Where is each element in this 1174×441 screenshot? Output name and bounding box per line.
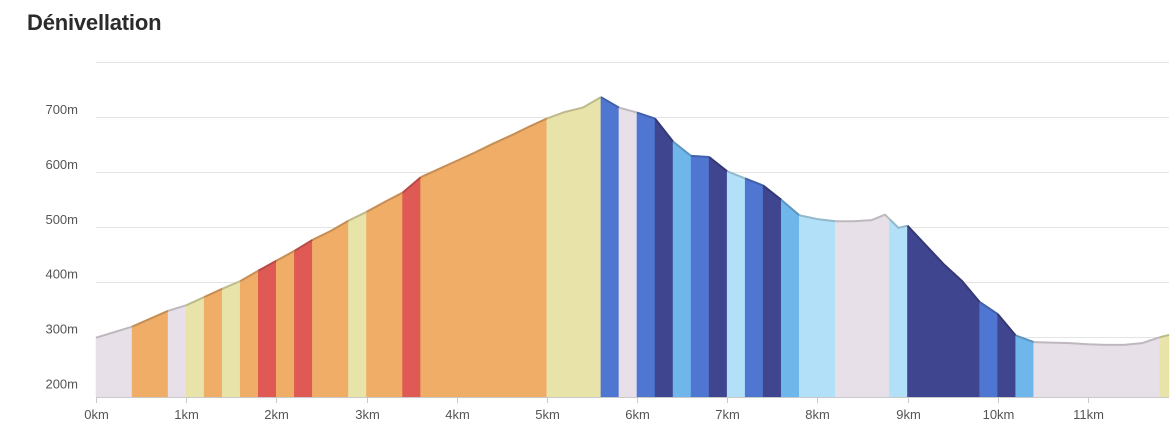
elevation-segment-outline <box>979 301 999 315</box>
elevation-segment <box>348 211 367 398</box>
x-tick-label: 8km <box>805 407 830 422</box>
x-tick-label: 11km <box>1073 407 1104 422</box>
elevation-segment-outline <box>348 211 367 222</box>
elevation-segment-outline <box>275 250 295 262</box>
y-tick-label: 300m <box>45 322 78 337</box>
elevation-segment-outline <box>401 176 422 194</box>
elevation-segment-outline <box>293 239 313 252</box>
x-tick-label: 1km <box>174 407 199 422</box>
elevation-segment-outline <box>221 280 241 290</box>
elevation-segment-outline <box>744 177 764 187</box>
elevation-segment <box>167 304 187 398</box>
elevation-segment <box>239 270 259 398</box>
elevation-segment <box>618 107 638 398</box>
elevation-outline <box>95 96 1170 346</box>
elevation-segment-outline <box>95 325 133 339</box>
x-tick-label: 5km <box>535 407 560 422</box>
elevation-segment <box>312 220 349 398</box>
elevation-segment <box>1159 334 1170 398</box>
elevation-segment-outline <box>618 106 638 114</box>
x-tick-label: 10km <box>983 407 1015 422</box>
y-tick-label: 400m <box>45 267 78 282</box>
elevation-segment <box>366 192 403 398</box>
x-tick-label: 3km <box>355 407 380 422</box>
elevation-segment <box>997 313 1017 398</box>
elevation-segment <box>636 112 656 398</box>
elevation-segment <box>907 224 980 398</box>
elevation-segment <box>799 214 836 398</box>
elevation-segment <box>726 170 746 398</box>
y-tick-label: 200m <box>45 377 78 392</box>
elevation-segment-outline <box>726 170 746 180</box>
elevation-segment <box>546 96 602 398</box>
elevation-segment-outline <box>420 117 548 179</box>
y-tick-label: 500m <box>45 212 78 227</box>
elevation-segment <box>221 280 241 398</box>
x-tick-label: 2km <box>264 407 289 422</box>
elevation-segment <box>294 239 313 398</box>
x-tick-label: 0km <box>84 407 109 422</box>
elevation-segment <box>690 155 710 398</box>
elevation-segment <box>979 301 998 398</box>
elevation-segment <box>708 156 728 398</box>
elevation-segment <box>185 296 205 398</box>
elevation-segment-outline <box>167 304 187 312</box>
elevation-segment <box>276 250 295 398</box>
elevation-segment-outline <box>636 111 656 120</box>
elevation-area <box>95 96 1170 398</box>
elevation-segment <box>654 117 674 398</box>
elevation-segment <box>203 288 223 398</box>
elevation-segment-outline <box>835 213 891 223</box>
chart-title: Dénivellation <box>27 10 162 35</box>
elevation-segment-outline <box>780 199 800 216</box>
elevation-segment-outline <box>888 218 908 229</box>
elevation-segment-outline <box>691 154 710 159</box>
elevation-segment-outline <box>762 184 782 201</box>
y-tick-label: 600m <box>45 157 78 172</box>
elevation-segment <box>258 260 277 398</box>
elevation-segment-outline <box>366 191 404 213</box>
elevation-segment-outline <box>600 96 620 109</box>
x-tick-label: 7km <box>715 407 740 422</box>
elevation-segment-outline <box>672 140 692 157</box>
x-tick-label: 4km <box>445 407 470 422</box>
elevation-segment-outline <box>708 156 728 173</box>
elevation-segment <box>95 326 133 398</box>
elevation-segment <box>780 199 800 398</box>
x-tick-label: 6km <box>625 407 650 422</box>
elevation-segment <box>600 96 620 398</box>
elevation-segment-outline <box>131 309 169 328</box>
axes: 0km 1km 2km 3km 4km 5km 6km 7km 8km 9km 10km 11km 20… <box>45 102 1169 422</box>
elevation-segment <box>672 141 692 398</box>
elevation-segment-outline <box>1033 336 1161 346</box>
elevation-segment-outline <box>996 313 1017 337</box>
elevation-segment-outline <box>203 287 223 298</box>
elevation-segment-outline <box>654 117 674 143</box>
elevation-segment-outline <box>311 219 349 241</box>
elevation-segment-outline <box>546 96 602 120</box>
elevation-segment-outline <box>1015 334 1035 344</box>
elevation-segment <box>835 214 890 398</box>
elevation-segment <box>762 184 782 398</box>
elevation-segment <box>889 218 908 398</box>
elevation-segment-outline <box>906 224 981 303</box>
elevation-segment <box>1015 335 1035 398</box>
elevation-segment <box>744 177 764 398</box>
elevation-segment-outline <box>1159 333 1170 339</box>
elevation-segment <box>402 176 421 398</box>
elevation-segment <box>420 118 548 398</box>
elevation-segment-outline <box>239 269 259 282</box>
elevation-segment <box>1033 336 1161 398</box>
elevation-segment-outline <box>185 296 205 307</box>
elevation-segment-outline <box>799 214 836 223</box>
y-tick-label: 700m <box>45 102 78 117</box>
x-tick-label: 9km <box>896 407 921 422</box>
elevation-segment-outline <box>257 259 277 272</box>
